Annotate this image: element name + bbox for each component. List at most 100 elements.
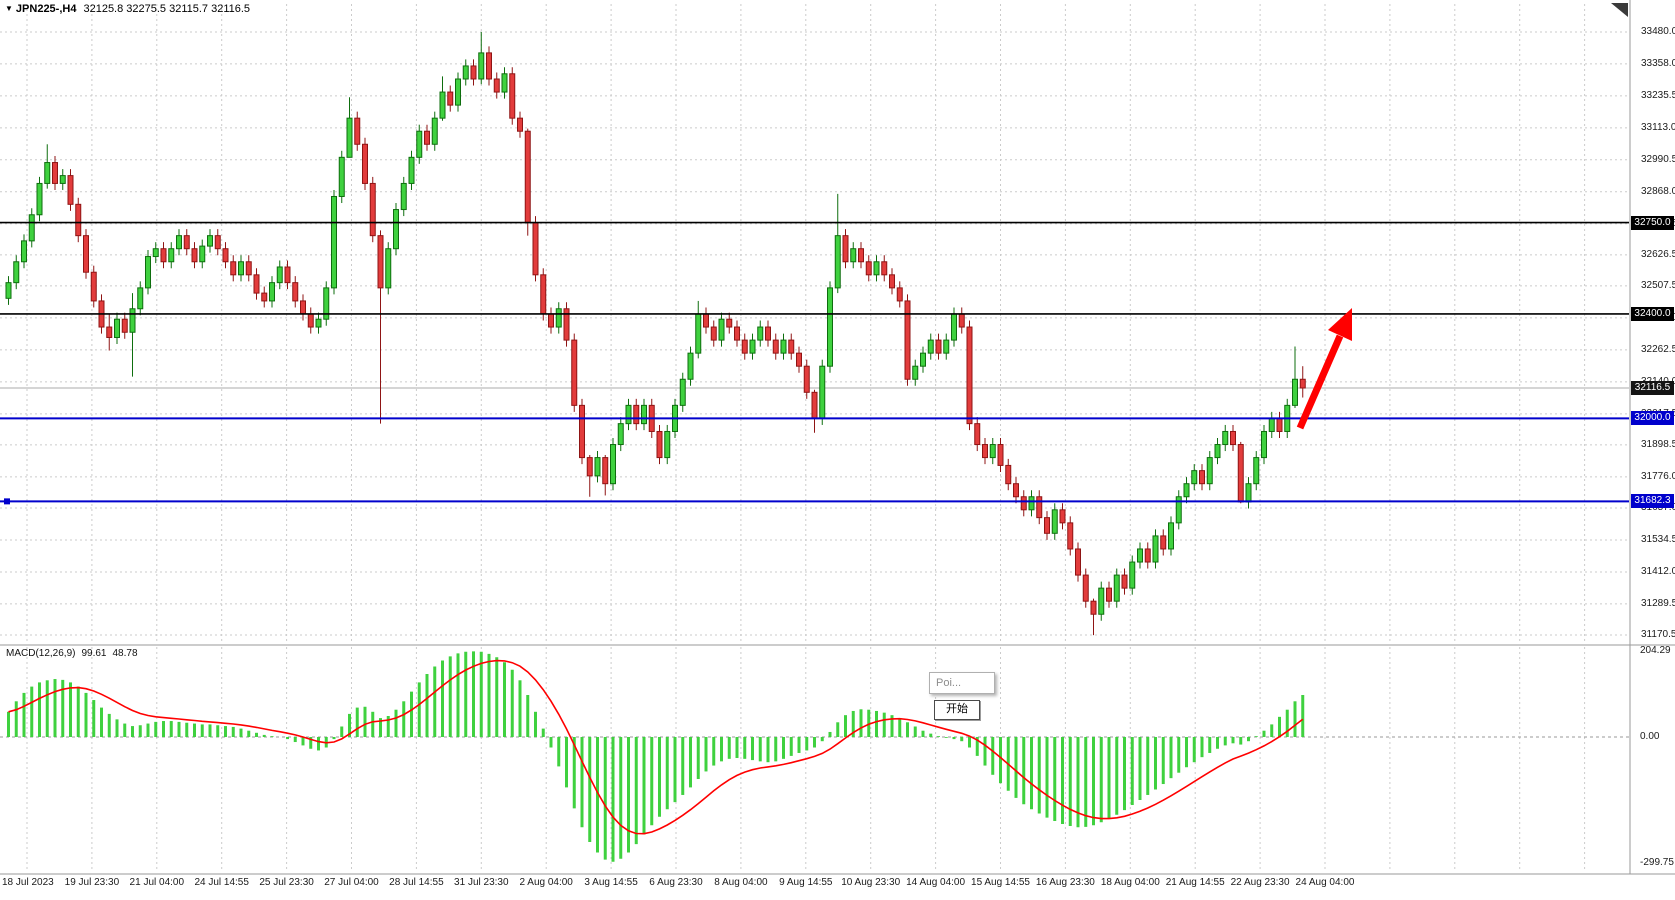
candle bbox=[462, 65, 469, 80]
candle bbox=[1121, 574, 1128, 589]
candle bbox=[1183, 483, 1190, 498]
candle bbox=[90, 271, 97, 302]
candle bbox=[1175, 496, 1182, 524]
candle bbox=[385, 248, 392, 289]
candle bbox=[416, 130, 423, 158]
candle bbox=[1036, 496, 1043, 519]
time-axis-label: 31 Jul 23:30 bbox=[454, 877, 509, 888]
candle bbox=[935, 339, 942, 354]
popup-suggestion-item[interactable]: Poi... bbox=[929, 672, 995, 694]
candle bbox=[1168, 522, 1174, 550]
candle bbox=[1199, 470, 1205, 485]
candle bbox=[974, 423, 981, 446]
candle bbox=[1299, 378, 1306, 389]
time-axis-label: 24 Jul 14:55 bbox=[194, 877, 249, 888]
candle bbox=[749, 339, 756, 354]
candle bbox=[1129, 561, 1136, 589]
candle bbox=[1214, 444, 1221, 459]
symbol-info-bar: ▼ JPN225-,H4 32125.8 32275.5 32115.7 32116… bbox=[5, 3, 250, 15]
candle bbox=[834, 235, 841, 289]
time-axis-label: 15 Aug 14:55 bbox=[971, 877, 1030, 888]
candle bbox=[1222, 430, 1229, 446]
candle bbox=[710, 326, 717, 341]
macd-signal-line bbox=[8, 659, 1304, 835]
candle bbox=[1160, 535, 1167, 550]
candle bbox=[540, 274, 547, 315]
candle bbox=[1090, 600, 1097, 615]
candle bbox=[586, 457, 593, 477]
candle bbox=[369, 182, 376, 237]
candle bbox=[377, 235, 384, 289]
candle bbox=[284, 266, 291, 284]
candle bbox=[889, 274, 895, 289]
candle bbox=[207, 235, 213, 247]
candle bbox=[1044, 517, 1050, 534]
candle bbox=[803, 365, 810, 393]
price-tick-label: 32507.5 bbox=[1641, 279, 1675, 291]
price-tick-label: 33358.0 bbox=[1641, 57, 1675, 69]
candle bbox=[238, 261, 244, 276]
candle bbox=[137, 287, 144, 310]
price-tick-label: 31289.5 bbox=[1641, 597, 1675, 609]
candle bbox=[1230, 430, 1236, 446]
candle bbox=[1144, 548, 1151, 563]
candle bbox=[548, 313, 554, 328]
start-button[interactable]: 开始 bbox=[934, 700, 980, 720]
candle bbox=[393, 209, 399, 250]
candle bbox=[1206, 457, 1213, 485]
candle bbox=[67, 175, 74, 205]
candle bbox=[424, 130, 430, 145]
candle bbox=[966, 326, 973, 425]
price-tag: 32116.5 bbox=[1631, 381, 1674, 395]
time-axis-label: 18 Jul 2023 bbox=[2, 877, 54, 888]
time-axis-label: 27 Jul 04:00 bbox=[324, 877, 379, 888]
candle bbox=[1067, 522, 1074, 550]
price-tag: 32000.0 bbox=[1631, 411, 1674, 426]
candle bbox=[83, 235, 89, 273]
candle bbox=[687, 352, 694, 380]
candle bbox=[1245, 483, 1252, 503]
time-axis-label: 16 Aug 23:30 bbox=[1035, 877, 1095, 888]
price-tick-label: 31898.5 bbox=[1641, 438, 1675, 450]
symbol-dropdown-icon[interactable]: ▼ bbox=[5, 4, 13, 13]
candle bbox=[579, 404, 585, 459]
candle bbox=[1191, 470, 1198, 485]
candle bbox=[718, 318, 725, 341]
hline-handle[interactable] bbox=[4, 498, 10, 505]
candle bbox=[920, 352, 926, 367]
candle bbox=[486, 52, 492, 80]
candle bbox=[323, 287, 330, 320]
price-tag: 31682.3 bbox=[1631, 494, 1674, 509]
candle bbox=[276, 266, 283, 284]
candle bbox=[1106, 587, 1112, 602]
arrow-head-icon bbox=[1328, 308, 1352, 341]
candle bbox=[780, 339, 787, 354]
candle bbox=[858, 248, 864, 263]
candle bbox=[633, 404, 640, 425]
time-axis-label: 6 Aug 23:30 bbox=[649, 877, 703, 888]
candle bbox=[501, 73, 508, 93]
price-tick-label: 31412.0 bbox=[1641, 565, 1675, 577]
candle bbox=[610, 444, 616, 485]
price-tick-label: 31776.0 bbox=[1641, 470, 1675, 482]
trend-arrow[interactable] bbox=[1296, 308, 1352, 430]
candle bbox=[1113, 574, 1120, 602]
candle bbox=[656, 430, 663, 459]
candle bbox=[160, 248, 167, 263]
time-axis-label: 2 Aug 04:00 bbox=[519, 877, 573, 888]
candle bbox=[602, 457, 609, 485]
candle bbox=[1082, 574, 1089, 602]
candle bbox=[726, 318, 733, 328]
candle bbox=[52, 162, 58, 184]
candle bbox=[114, 318, 120, 338]
candle bbox=[664, 430, 671, 459]
price-tag: 32750.0 bbox=[1631, 215, 1674, 230]
candle bbox=[1292, 378, 1298, 406]
candle bbox=[1020, 496, 1027, 511]
candle bbox=[439, 91, 446, 119]
candle bbox=[338, 156, 345, 197]
candle bbox=[695, 313, 702, 354]
candle bbox=[145, 256, 151, 289]
